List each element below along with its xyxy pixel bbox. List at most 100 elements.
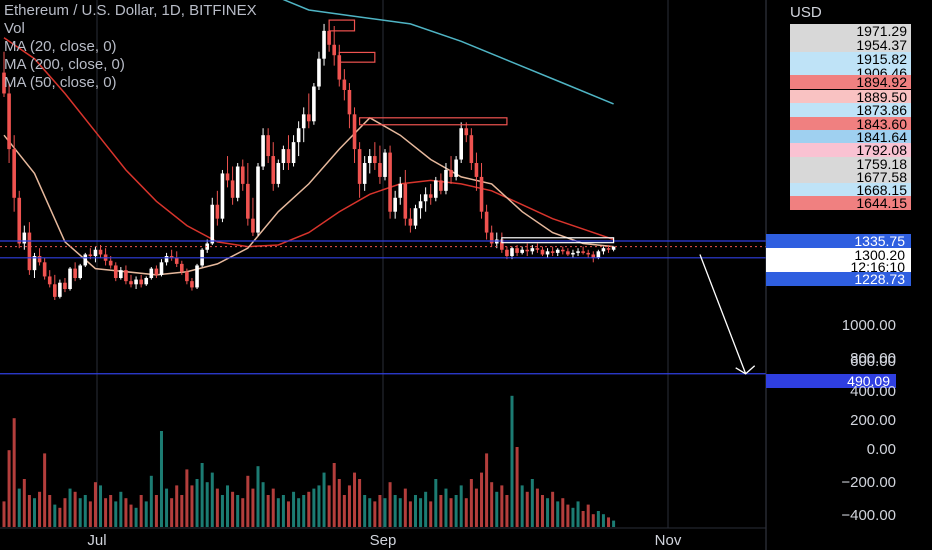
candle-body-105 <box>535 248 540 250</box>
volume-bar-57 <box>292 491 296 527</box>
time-axis: Jul Sep Nov <box>0 527 766 549</box>
price-label-bg-5 <box>790 90 911 104</box>
volume-bar-116 <box>591 514 595 527</box>
volume-bar-62 <box>317 485 321 527</box>
volume-bar-113 <box>576 501 580 527</box>
candle-body-119 <box>606 248 611 250</box>
candle-body-28 <box>144 278 149 285</box>
annotation-arrow-4 <box>699 254 747 375</box>
volume-bar-39 <box>200 463 204 527</box>
volume-bar-56 <box>286 501 290 527</box>
volume-bar-100 <box>510 395 514 527</box>
volume-bar-80 <box>408 501 412 527</box>
candle-body-56 <box>286 149 291 164</box>
price-label-bg-18 <box>766 374 896 388</box>
volume-bar-68 <box>347 485 351 527</box>
price-label-11: 1677.58 <box>856 169 907 185</box>
price-label-0: 1971.29 <box>856 23 907 39</box>
price-label-bg-11 <box>790 170 911 184</box>
candle-body-32 <box>164 256 169 263</box>
volume-bar-4 <box>22 479 26 527</box>
volume-bar-102 <box>520 485 524 527</box>
candle-body-12 <box>63 282 67 290</box>
volume-bar-74 <box>378 495 382 527</box>
candle-body-31 <box>159 262 164 275</box>
candle-body-83 <box>423 194 428 202</box>
candle-body-117 <box>596 251 601 258</box>
moving-average-lines <box>3 0 614 276</box>
candle-body-53 <box>271 156 276 184</box>
price-label-5: 1889.50 <box>856 89 907 105</box>
price-label-1: 1954.37 <box>856 37 907 53</box>
candle-body-49 <box>251 218 255 233</box>
candle-body-18 <box>93 249 98 257</box>
volume-bar-115 <box>586 504 590 527</box>
volume-bar-72 <box>368 498 372 527</box>
volume-bar-59 <box>302 495 306 527</box>
candle-body-44 <box>225 173 230 181</box>
volume-bar-1 <box>7 450 11 527</box>
volume-bar-99 <box>505 495 509 527</box>
candle-body-26 <box>134 279 138 285</box>
volume-bar-7 <box>38 491 42 527</box>
candle-body-100 <box>510 248 514 257</box>
candle-body-65 <box>332 44 336 56</box>
candle-body-103 <box>525 249 530 252</box>
candle-body-60 <box>307 114 311 122</box>
ma50-line <box>3 37 614 248</box>
indicator-ma20: MA (20, close, 0) <box>4 38 117 55</box>
candle-body-21 <box>108 260 113 266</box>
candle-body-81 <box>413 208 418 226</box>
volume-bar-109 <box>556 501 560 527</box>
candle-body-57 <box>291 142 296 164</box>
candle-body-111 <box>566 251 570 255</box>
volume-bar-91 <box>464 498 468 527</box>
volume-bar-27 <box>139 495 143 527</box>
candle-body-108 <box>550 251 555 253</box>
annotation-box-1 <box>338 51 376 63</box>
candle-body-25 <box>129 281 133 285</box>
price-label-18: 490.09 <box>847 373 890 389</box>
volume-bar-107 <box>546 498 550 527</box>
candle-body-14 <box>73 268 77 279</box>
volume-bar-14 <box>73 491 77 527</box>
volume-bar-3 <box>17 488 21 527</box>
volume-bar-29 <box>149 475 153 527</box>
candle-body-13 <box>68 268 72 290</box>
price-label-8: 1841.64 <box>856 129 907 145</box>
candle-body-112 <box>571 252 575 255</box>
candle-body-98 <box>500 239 504 250</box>
price-tick-6: −200.00 <box>841 474 896 491</box>
price-tick-7: −400.00 <box>841 507 896 524</box>
volume-bar-85 <box>434 479 438 527</box>
price-label-bg-4 <box>790 75 911 89</box>
annotation-box-3 <box>501 237 615 244</box>
candle-body-30 <box>154 268 159 275</box>
time-tick-1: Sep <box>370 532 397 549</box>
candle-body-89 <box>454 159 458 177</box>
volume-bar-8 <box>43 453 47 527</box>
candle-body-5 <box>27 232 32 271</box>
candle-body-86 <box>439 180 443 191</box>
volume-bar-47 <box>241 498 245 527</box>
candle-body-113 <box>576 251 580 253</box>
volume-bar-76 <box>388 482 392 527</box>
candle-body-16 <box>83 254 88 266</box>
volume-bar-110 <box>561 498 565 527</box>
candle-body-43 <box>220 173 225 219</box>
volume-bar-9 <box>48 495 52 527</box>
volume-bar-33 <box>170 498 174 527</box>
volume-bar-0 <box>2 501 6 527</box>
price-label-bg-13 <box>790 196 911 210</box>
candle-body-38 <box>195 265 199 288</box>
price-label-2: 1915.82 <box>856 51 907 67</box>
ma20-line <box>3 116 614 276</box>
candle-body-17 <box>88 254 93 257</box>
volume-bar-82 <box>419 498 423 527</box>
volume-bar-52 <box>266 495 270 527</box>
candle-body-95 <box>484 211 489 233</box>
volume-bar-21 <box>109 495 113 527</box>
price-label-15: 1300.20 <box>854 247 905 263</box>
candle-body-7 <box>37 256 42 263</box>
